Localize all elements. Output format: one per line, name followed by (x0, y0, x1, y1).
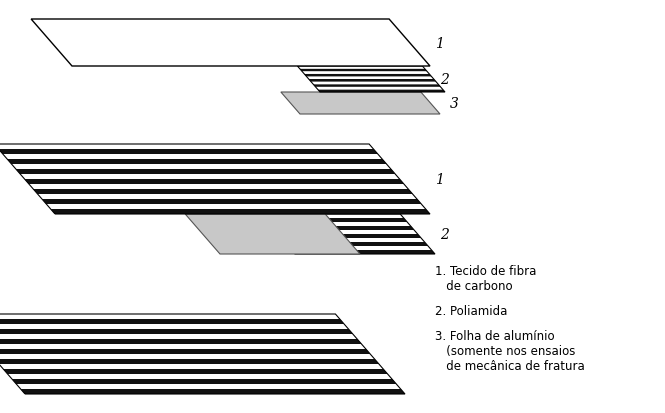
Polygon shape (285, 242, 428, 247)
Polygon shape (11, 165, 391, 170)
Polygon shape (0, 344, 366, 349)
Polygon shape (51, 209, 430, 214)
Polygon shape (31, 20, 430, 67)
Polygon shape (29, 185, 408, 190)
Polygon shape (318, 90, 445, 93)
Polygon shape (281, 93, 440, 115)
Polygon shape (3, 154, 382, 159)
Text: 3: 3 (450, 97, 459, 111)
Polygon shape (0, 334, 357, 339)
Polygon shape (264, 218, 407, 223)
Polygon shape (0, 339, 362, 344)
Polygon shape (315, 88, 443, 90)
Text: 2: 2 (440, 73, 449, 87)
Polygon shape (12, 379, 396, 384)
Text: 2. Poliamida: 2. Poliamida (435, 304, 507, 317)
Polygon shape (0, 329, 353, 334)
Polygon shape (313, 85, 440, 88)
Polygon shape (38, 195, 417, 199)
Text: 1. Tecido de fibra
   de carbono: 1. Tecido de fibra de carbono (435, 264, 537, 292)
Polygon shape (16, 170, 395, 175)
Polygon shape (0, 349, 370, 354)
Polygon shape (17, 384, 400, 389)
Text: 1: 1 (435, 37, 444, 51)
Polygon shape (297, 67, 425, 69)
Polygon shape (274, 230, 418, 235)
Polygon shape (0, 359, 379, 364)
Polygon shape (0, 324, 348, 329)
Text: 1: 1 (435, 173, 444, 187)
Polygon shape (288, 247, 432, 250)
Polygon shape (307, 77, 434, 80)
Polygon shape (185, 214, 360, 254)
Polygon shape (260, 214, 404, 218)
Polygon shape (20, 175, 400, 180)
Polygon shape (47, 204, 426, 209)
Polygon shape (7, 374, 392, 379)
Polygon shape (0, 319, 344, 324)
Polygon shape (0, 364, 383, 369)
Polygon shape (311, 83, 438, 85)
Polygon shape (277, 235, 421, 238)
Polygon shape (0, 150, 378, 154)
Text: 3. Folha de alumínio
   (somente nos ensaios
   de mecânica de fratura: 3. Folha de alumínio (somente nos ensaio… (435, 329, 585, 372)
Polygon shape (304, 75, 432, 77)
Polygon shape (291, 250, 435, 254)
Polygon shape (281, 238, 424, 242)
Polygon shape (0, 314, 340, 319)
Polygon shape (7, 159, 386, 165)
Polygon shape (42, 199, 422, 204)
Polygon shape (0, 354, 374, 359)
Polygon shape (3, 369, 388, 374)
Polygon shape (271, 226, 414, 230)
Polygon shape (309, 80, 436, 83)
Polygon shape (0, 145, 374, 150)
Polygon shape (25, 180, 404, 185)
Polygon shape (302, 72, 429, 75)
Text: 2: 2 (440, 228, 449, 242)
Polygon shape (267, 223, 411, 226)
Polygon shape (21, 389, 405, 394)
Polygon shape (33, 190, 412, 195)
Polygon shape (300, 69, 427, 72)
